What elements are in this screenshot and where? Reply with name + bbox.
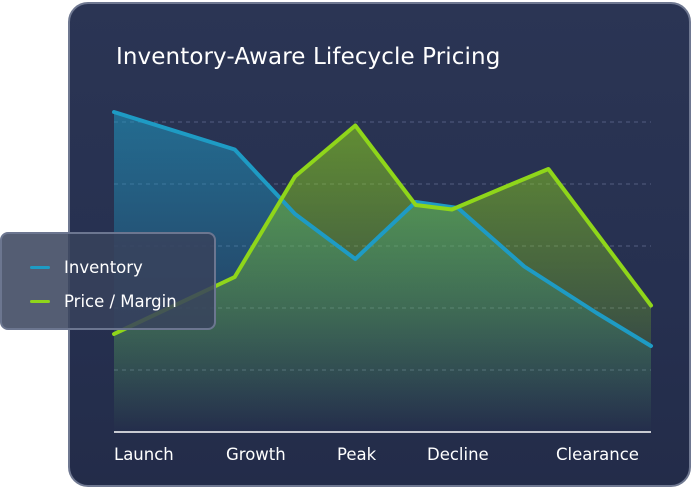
line-price-margin xyxy=(112,123,653,336)
legend-item-price-margin[interactable]: Price / Margin xyxy=(30,290,177,312)
legend-swatch-inventory xyxy=(30,265,50,269)
x-tick-label-decline: Decline xyxy=(427,445,489,464)
x-tick-label-peak: Peak xyxy=(337,445,377,464)
x-tick-label-clearance: Clearance xyxy=(556,445,639,464)
legend-swatch-price-margin xyxy=(30,299,50,303)
series-areas xyxy=(114,112,651,432)
x-tick-labels: Launch Growth Peak Decline Clearance xyxy=(114,445,639,464)
x-tick-label-launch: Launch xyxy=(114,445,174,464)
series-lines xyxy=(112,110,653,348)
x-tick-label-growth: Growth xyxy=(226,445,286,464)
chart-title: Inventory-Aware Lifecycle Pricing xyxy=(116,44,501,70)
legend-label-inventory: Inventory xyxy=(64,257,143,277)
legend-label-price-margin: Price / Margin xyxy=(64,291,177,311)
legend: Inventory Price / Margin xyxy=(0,232,216,330)
area-price-margin xyxy=(114,125,651,432)
legend-item-inventory[interactable]: Inventory xyxy=(30,256,143,278)
